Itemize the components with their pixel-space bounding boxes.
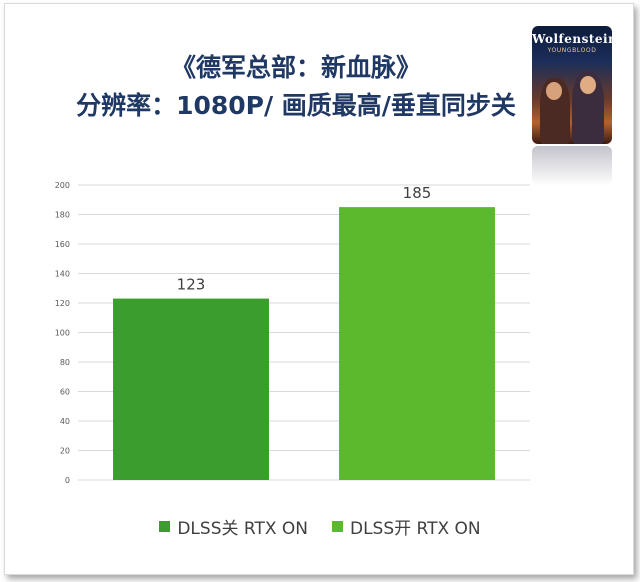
cover-face-left [546,82,562,100]
data-label-2: 185 [403,184,432,202]
legend-swatch-series-2 [332,521,343,532]
game-cover-image: Wolfenstein YOUNGBLOOD [532,26,612,144]
data-labels: 123 185 [177,184,432,293]
y-tick-label: 180 [55,211,70,220]
y-tick-label: 0 [65,476,70,485]
legend-swatch-series-1 [159,521,171,532]
legend: DLSS关 RTX ON DLSS开 RTX ON [0,514,640,539]
y-tick-label: 200 [55,181,70,190]
y-tick-label: 20 [60,447,70,456]
cover-face-right [580,76,596,94]
bars [113,207,495,480]
chart-subtitle: 分辨率：1080P/ 画质最高/垂直同步关 [76,91,516,120]
y-axis-ticks: 0 20 40 60 80 100 120 140 160 180 200 [55,181,70,485]
data-label-1: 123 [177,276,206,294]
y-tick-label: 80 [60,358,70,367]
y-tick-label: 160 [55,240,70,249]
legend-item-series-2: DLSS开 RTX ON [332,514,481,539]
y-tick-label: 140 [55,270,70,279]
cover-reflection [532,146,612,186]
legend-label-series-2: DLSS开 RTX ON [350,519,481,539]
bar-2 [339,207,495,480]
legend-item-series-1: DLSS关 RTX ON [159,514,308,539]
y-tick-label: 60 [60,388,70,397]
y-tick-label: 40 [60,417,70,426]
bar-1 [113,298,269,480]
y-tick-label: 100 [55,329,70,338]
chart-title: 《德军总部：新血脉》 [170,53,421,82]
legend-label-series-1: DLSS关 RTX ON [177,519,308,539]
cover-subtitle: YOUNGBLOOD [547,47,597,54]
cover-title: Wolfenstein [532,32,612,46]
y-tick-label: 120 [55,299,70,308]
